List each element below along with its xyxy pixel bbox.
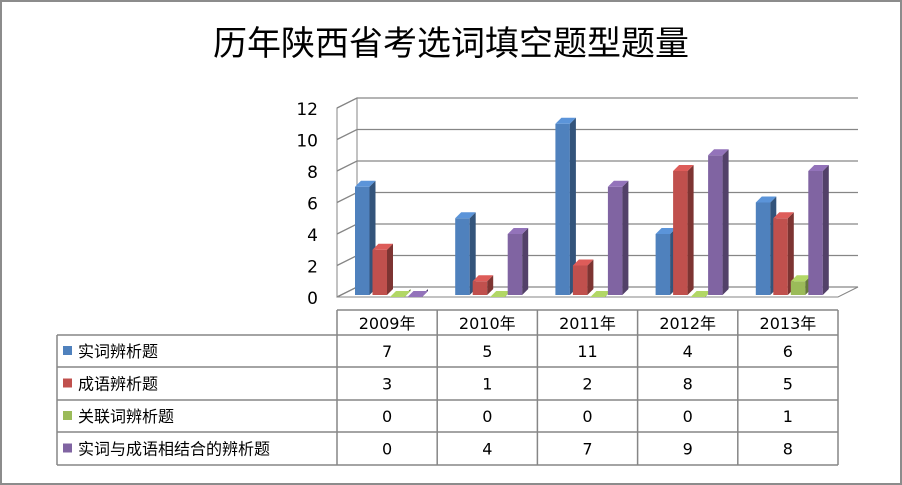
table-value: 4: [683, 342, 693, 361]
category-label: 2011年: [559, 314, 616, 333]
table-value: 11: [577, 342, 597, 361]
bar-side: [822, 165, 829, 295]
table-value: 2: [582, 375, 592, 394]
bar-side: [387, 243, 393, 295]
table-value: 1: [783, 407, 793, 426]
bar: [790, 281, 806, 295]
table-value: 5: [482, 342, 492, 361]
series-name: 成语辨析题: [78, 375, 158, 394]
bar-top: [472, 275, 494, 282]
legend-key: [63, 411, 72, 420]
bar: [472, 281, 488, 295]
bar: [708, 155, 723, 295]
bar-top: [590, 291, 611, 297]
chart-title: 历年陕西省考选词填空题型题量: [213, 24, 689, 64]
bar-side: [622, 180, 629, 295]
bar-top: [455, 212, 476, 219]
bar-top: [690, 291, 712, 297]
bar: [673, 171, 688, 295]
bar-top: [372, 243, 393, 250]
bar-top: [355, 180, 376, 187]
bar-side: [587, 259, 594, 295]
bar-side: [569, 117, 576, 295]
table-value: 0: [683, 407, 693, 426]
category-label: 2009年: [359, 314, 416, 333]
table-value: 5: [783, 375, 793, 394]
y-tick-label: 8: [307, 163, 318, 183]
table-value: 7: [582, 440, 592, 459]
category-label: 2013年: [760, 314, 817, 333]
category-label: 2012年: [659, 314, 716, 333]
y-tick-label: 0: [307, 289, 318, 309]
table-value: 1: [482, 375, 492, 394]
bar-side: [522, 228, 529, 295]
bar-top: [673, 165, 694, 171]
series-name: 关联词辨析题: [78, 407, 174, 426]
bar-top: [755, 196, 777, 203]
bar-side: [722, 149, 729, 295]
gridline: [336, 160, 858, 172]
category-label: 2010年: [459, 314, 516, 333]
bar-side: [787, 212, 794, 295]
table-value: 8: [783, 440, 793, 459]
table-value: 3: [382, 375, 392, 394]
bar-top: [555, 117, 576, 124]
series-name: 实词辨析题: [78, 342, 158, 361]
bar-side: [687, 165, 694, 295]
bar: [755, 202, 771, 295]
y-tick-label: 12: [296, 100, 318, 120]
bar-side: [469, 212, 476, 295]
bar: [555, 123, 570, 295]
table-value: 0: [482, 407, 492, 426]
y-tick-label: 4: [307, 226, 318, 246]
bar-top: [490, 291, 511, 297]
bar: [655, 234, 671, 295]
bar-top: [708, 149, 729, 156]
gridline: [336, 97, 858, 109]
bar-side: [487, 275, 494, 295]
series-name: 实词与成语相结合的辨析题: [78, 440, 270, 459]
bar-top: [572, 259, 594, 266]
legend-key: [63, 443, 72, 453]
y-tick-label: 2: [307, 258, 318, 278]
y-tick-label: 10: [296, 132, 318, 152]
legend-key: [63, 378, 72, 388]
table-value: 8: [683, 375, 693, 394]
table-value: 7: [382, 342, 392, 361]
table-value: 4: [482, 440, 492, 459]
bar-top: [507, 228, 529, 234]
bar-top: [607, 180, 629, 187]
table-value: 0: [382, 407, 392, 426]
bar-top: [407, 291, 428, 297]
table-value: 6: [783, 342, 793, 361]
table-value: 0: [382, 440, 392, 459]
gridline: [336, 191, 858, 204]
bar-top: [808, 165, 829, 171]
table-value: 0: [582, 407, 592, 426]
bar: [607, 186, 623, 295]
bar-top: [790, 275, 812, 282]
bar: [355, 186, 370, 295]
bar: [507, 234, 523, 295]
y-tick-label: 6: [307, 195, 318, 215]
bar-top: [655, 228, 677, 234]
bar: [372, 249, 387, 295]
bar: [572, 265, 588, 295]
bar-top: [390, 291, 411, 297]
bar: [808, 171, 823, 295]
bar-top: [773, 212, 794, 219]
bar: [773, 218, 788, 295]
bar: [455, 218, 470, 295]
legend-key: [63, 346, 72, 355]
gridline: [336, 128, 858, 141]
table-value: 9: [683, 440, 693, 459]
